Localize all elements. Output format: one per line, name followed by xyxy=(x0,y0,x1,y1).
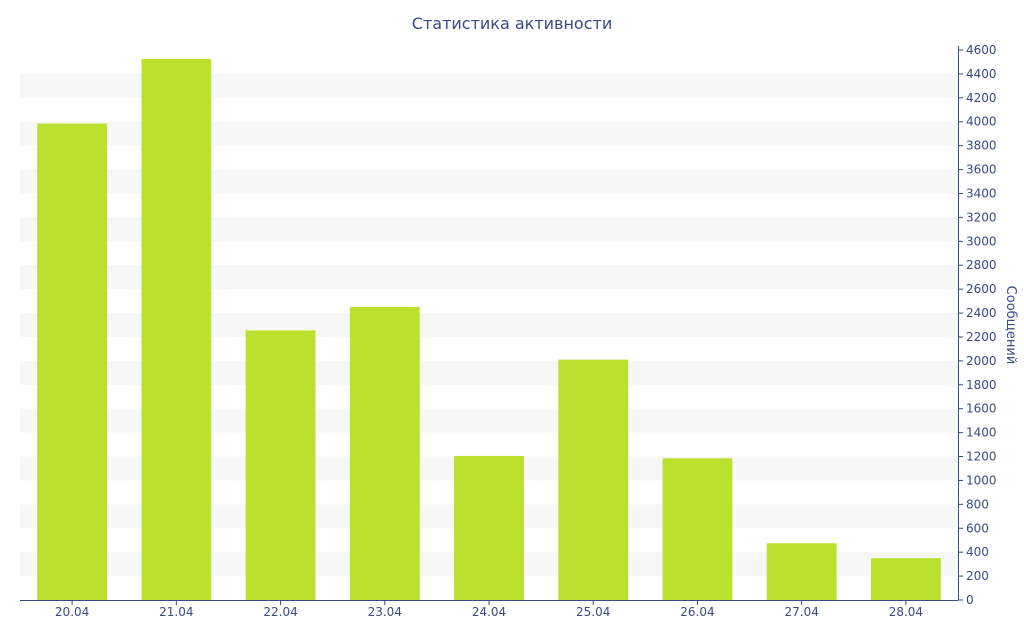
x-tick-label: 21.04 xyxy=(159,605,193,619)
y-tick-label: 0 xyxy=(966,593,974,607)
y-tick-label: 3400 xyxy=(966,186,997,200)
y-tick-label: 200 xyxy=(966,569,989,583)
grid-band xyxy=(20,73,958,98)
y-tick-label: 4400 xyxy=(966,67,997,81)
y-tick-label: 1800 xyxy=(966,378,997,392)
bar-22.04 xyxy=(245,330,316,600)
x-tick-label: 20.04 xyxy=(55,605,89,619)
y-tick-label: 3800 xyxy=(966,139,997,153)
y-tick-label: 4600 xyxy=(966,43,997,57)
y-tick-label: 2800 xyxy=(966,258,997,272)
y-tick-label: 4200 xyxy=(966,91,997,105)
y-axis-ticks: 0 200 400 600 800 1000 1200 1400 1600 1800 2000 220… xyxy=(958,43,997,607)
y-tick-label: 2400 xyxy=(966,306,997,320)
bar-28.04 xyxy=(870,558,941,600)
y-tick-label: 4000 xyxy=(966,115,997,129)
bar-27.04 xyxy=(766,543,837,600)
y-tick-label: 3000 xyxy=(966,234,997,248)
grid-band xyxy=(20,265,958,290)
y-axis-label: Сообщений xyxy=(1003,286,1018,365)
bar-25.04 xyxy=(558,359,629,600)
x-tick-label: 23.04 xyxy=(368,605,402,619)
y-tick-label: 1000 xyxy=(966,473,997,487)
grid-band xyxy=(20,121,958,146)
y-tick-label: 2600 xyxy=(966,282,997,296)
x-tick-label: 27.04 xyxy=(784,605,818,619)
y-tick-label: 3600 xyxy=(966,163,997,177)
bar-26.04 xyxy=(662,458,733,600)
chart-title: Статистика активности xyxy=(411,14,613,33)
bar-23.04 xyxy=(349,307,420,600)
bar-24.04 xyxy=(454,455,524,600)
y-tick-label: 800 xyxy=(966,497,989,511)
y-tick-label: 2000 xyxy=(966,354,997,368)
bar-series xyxy=(37,58,941,601)
y-tick-label: 2200 xyxy=(966,330,997,344)
bar-20.04 xyxy=(37,123,108,601)
x-tick-label: 22.04 xyxy=(263,605,297,619)
y-tick-label: 1400 xyxy=(966,426,997,440)
x-tick-label: 24.04 xyxy=(472,605,506,619)
x-tick-label: 25.04 xyxy=(576,605,610,619)
y-tick-label: 1600 xyxy=(966,402,997,416)
grid-band xyxy=(20,217,958,242)
y-tick-label: 600 xyxy=(966,521,989,535)
x-axis-ticks: 20.04 21.04 22.04 23.04 24.04 25.04 26.04 27.04… xyxy=(55,600,923,619)
y-tick-label: 400 xyxy=(966,545,989,559)
x-tick-label: 28.04 xyxy=(889,605,923,619)
y-tick-label: 1200 xyxy=(966,450,997,464)
bar-21.04 xyxy=(141,58,212,600)
grid-band xyxy=(20,169,958,194)
y-tick-label: 3200 xyxy=(966,210,997,224)
x-tick-label: 26.04 xyxy=(680,605,714,619)
